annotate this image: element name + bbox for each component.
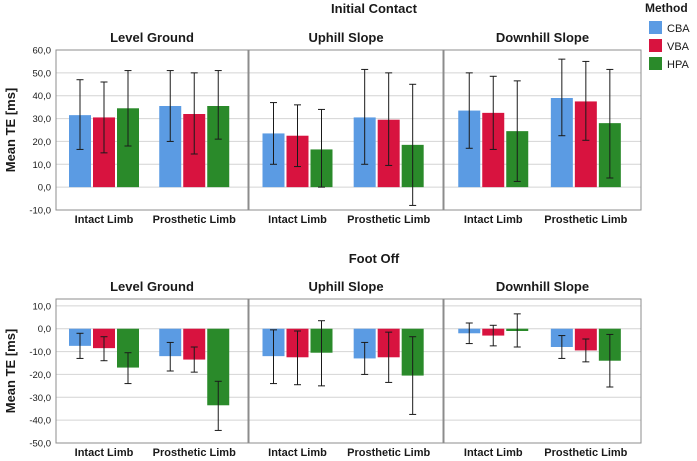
legend-swatch-hpa [649,57,662,70]
row-title: Initial Contact [331,1,418,16]
bar-hpa [207,328,230,406]
x-category-label: Intact Limb [464,214,523,226]
panel-title: Downhill Slope [496,30,589,45]
bar-vba [574,101,597,188]
x-category-label: Prosthetic Limb [153,447,236,459]
panel-title: Downhill Slope [496,279,589,294]
y-tick-label: 0,0 [38,324,51,335]
y-tick-label: 10,0 [33,301,52,312]
x-category-label: Prosthetic Limb [153,214,236,226]
x-category-label: Prosthetic Limb [544,214,627,226]
panel-title: Level Ground [110,30,194,45]
x-category-label: Prosthetic Limb [347,214,430,226]
y-tick-label: -10,0 [29,347,51,358]
y-axis-label: Mean TE [ms] [3,329,18,414]
legend-label: CBA [667,23,690,35]
panel-uphill-slope: Uphill Slope Intact Limb Prosthetic Limb [248,30,444,226]
legend-title: Method [645,1,688,15]
x-category-label: Intact Limb [75,214,134,226]
panel-frame [248,298,444,444]
legend-swatch-cba [649,21,662,34]
y-tick-label: 20,0 [33,137,52,148]
y-tick-label: 10,0 [33,160,52,171]
panel-title: Uphill Slope [308,279,383,294]
bar-hpa [117,108,139,188]
y-tick-label: 0,0 [38,183,51,194]
panel-frame [55,298,249,444]
panel-uphill-slope: Uphill Slope Intact Limb Prosthetic Limb [248,279,444,459]
y-tick-label: -40,0 [29,416,51,427]
bar-vba [183,328,206,360]
legend-label: HPA [667,59,689,71]
panel-level-ground: Level Ground Intact Limb Prosthetic Limb [55,279,249,459]
x-category-label: Intact Limb [464,447,523,459]
y-tick-label: -10,0 [29,206,51,217]
panel-downhill-slope: Downhill Slope Intact Limb Prosthetic Limb [443,279,642,459]
bar-hpa [207,106,230,188]
y-axis-label: Mean TE [ms] [3,88,18,173]
panel-title: Level Ground [110,279,194,294]
panel-downhill-slope: Downhill Slope Intact Limb Prosthetic Limb [443,30,642,226]
x-category-label: Prosthetic Limb [544,447,627,459]
y-tick-label: -30,0 [29,393,51,404]
y-tick-label: 60,0 [33,46,52,57]
panel-level-ground: Level Ground Intact Limb Prosthetic Limb [55,30,249,226]
panel-frame [248,49,444,211]
y-tick-label: 30,0 [33,114,52,125]
y-tick-label: 50,0 [33,68,52,79]
bar-hpa [117,328,139,368]
y-tick-label: -20,0 [29,370,51,381]
bar-vba [482,112,505,188]
legend-swatch-vba [649,39,662,52]
row-title: Foot Off [349,251,400,266]
x-category-label: Intact Limb [75,447,134,459]
x-category-label: Intact Limb [268,214,327,226]
panel-frame [443,49,642,211]
x-category-label: Intact Limb [268,447,327,459]
y-tick-label: 40,0 [33,91,52,102]
legend: Method CBA VBA HPA [645,1,690,71]
panel-frame [55,49,249,211]
panel-frame [443,298,642,444]
bar-cba [550,98,573,188]
panel-title: Uphill Slope [308,30,383,45]
bar-cba [458,110,481,188]
x-category-label: Prosthetic Limb [347,447,430,459]
bar-cba [159,106,182,188]
bar-cba [69,115,91,188]
legend-label: VBA [667,41,690,53]
y-tick-label: -50,0 [29,439,51,450]
